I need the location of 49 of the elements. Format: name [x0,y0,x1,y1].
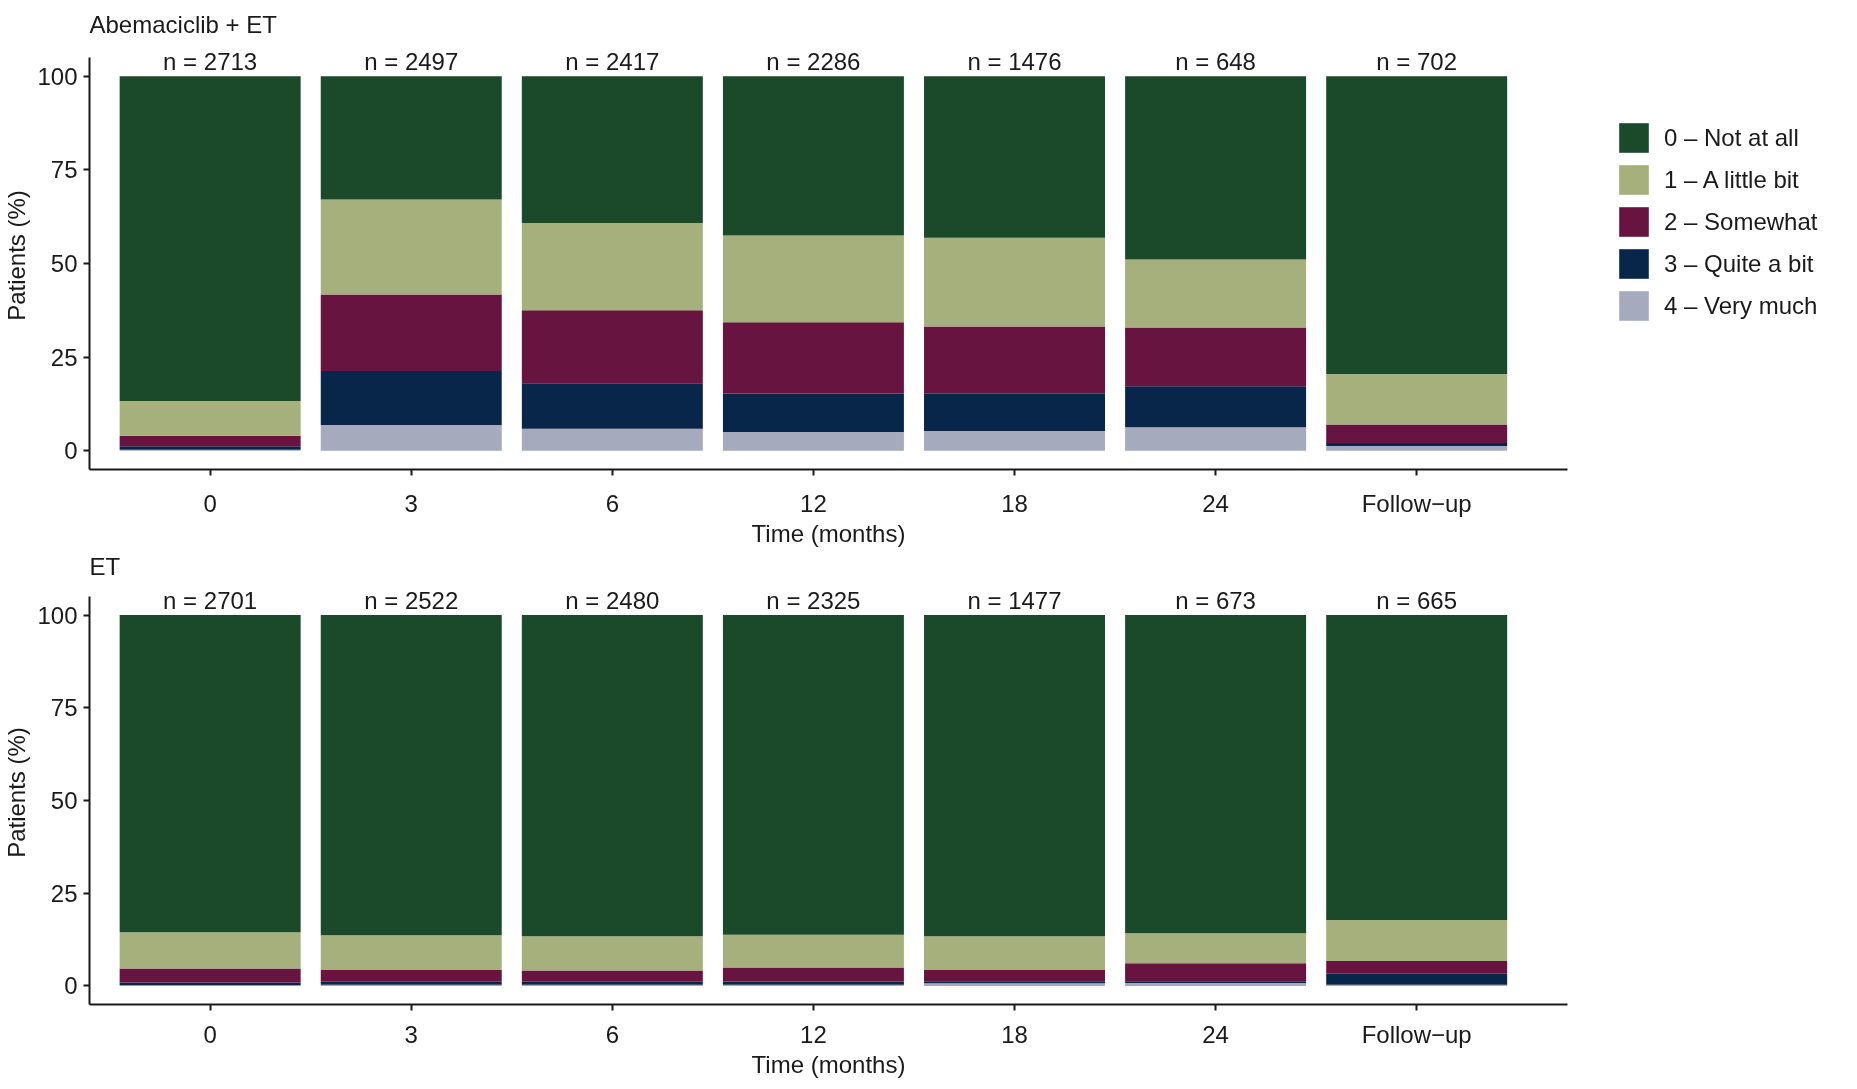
y-tick-label: 100 [37,62,78,90]
annotation: n = 1477 [967,586,1062,614]
annotation: n = 2701 [163,586,258,614]
x-tick-label: 12 [800,1020,827,1048]
annotation: n = 2286 [766,47,861,75]
y-tick-label: 50 [50,250,78,277]
x-tick-label: 3 [404,1020,418,1048]
x-tick-label: 18 [1001,1020,1028,1048]
y-tick-label: 25 [50,879,78,907]
annotation: n = 2417 [565,47,660,75]
annotation: n = 2480 [565,586,660,614]
annotation: n = 665 [1376,586,1458,614]
y-tick-label: 75 [50,156,78,184]
y-tick-label: 0 [64,972,78,1000]
x-tick-label: 6 [605,1020,620,1048]
annotation: n = 2713 [163,47,258,75]
legend-label: 2 – Somewhat [1664,206,1818,237]
annotation: n = 1476 [967,47,1062,75]
annotation: n = 2325 [766,586,861,614]
x-tick-label: 6 [605,489,620,517]
annotation: n = 2522 [364,586,459,614]
x-axis-title: Time (months) [751,1050,906,1078]
legend-label: 0 – Not at all [1664,122,1799,153]
x-tick-label: 0 [203,489,217,517]
y-tick-label: 25 [50,343,78,371]
x-tick-label: 3 [404,489,418,517]
legend-label: 3 – Quite a bit [1664,248,1814,279]
legend-label: 4 – Very much [1664,290,1818,321]
y-tick-label: 100 [37,601,78,629]
x-tick-label: Follow−up [1361,1020,1472,1048]
y-axis-title: Patients (%) [3,727,31,858]
y-tick-label: 50 [50,787,78,814]
annotation: n = 648 [1175,47,1256,75]
x-tick-label: 0 [203,1020,217,1048]
y-axis-title: Patients (%) [3,190,31,321]
y-tick-label: 0 [64,437,78,465]
x-tick-label: 12 [800,489,827,517]
x-axis-title: Time (months) [751,519,906,547]
legend-label: 1 – A little bit [1664,164,1799,195]
chart-title: Abemaciclib + ET [89,11,278,38]
annotation: n = 673 [1175,586,1256,614]
annotation: n = 702 [1376,47,1458,75]
y-tick-label: 75 [50,694,78,722]
x-tick-label: Follow−up [1361,489,1472,517]
annotation: n = 2497 [364,47,459,75]
x-tick-label: 18 [1001,489,1028,517]
chart-title: ET [89,552,121,580]
x-tick-label: 24 [1202,489,1229,517]
x-tick-label: 24 [1202,1020,1229,1048]
